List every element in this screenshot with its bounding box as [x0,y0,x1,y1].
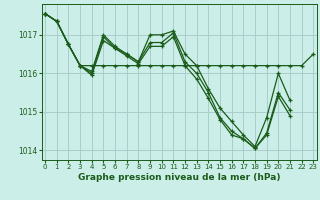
X-axis label: Graphe pression niveau de la mer (hPa): Graphe pression niveau de la mer (hPa) [78,173,280,182]
